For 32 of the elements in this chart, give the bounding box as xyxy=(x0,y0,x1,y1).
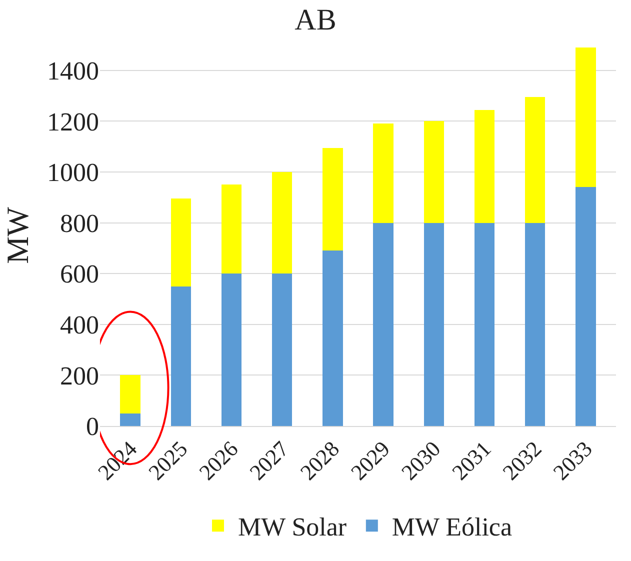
y-tick-label: 1400 xyxy=(47,56,99,86)
bar xyxy=(524,97,546,223)
bar xyxy=(272,172,292,274)
bar xyxy=(272,274,292,426)
bar xyxy=(576,48,596,188)
bar xyxy=(373,222,394,426)
y-tick-label: 400 xyxy=(60,310,99,340)
y-tick-label: 800 xyxy=(60,208,99,238)
y-tick-label: 200 xyxy=(60,361,99,390)
y-tick-label: 1000 xyxy=(47,158,99,188)
y-tick-label: 600 xyxy=(60,260,99,289)
bar xyxy=(120,375,140,414)
bar xyxy=(170,198,192,286)
bar xyxy=(322,148,343,251)
legend-label: MW Eólica xyxy=(392,512,512,542)
bar xyxy=(474,110,495,223)
bar xyxy=(120,413,140,426)
bar xyxy=(373,124,394,223)
bar xyxy=(221,274,242,426)
y-tick-label: 0 xyxy=(86,412,99,442)
y-axis-title: MW xyxy=(0,206,35,264)
bar xyxy=(474,222,495,426)
bar xyxy=(576,187,596,426)
bar xyxy=(322,250,343,426)
legend-label: MW Solar xyxy=(238,512,347,542)
bar xyxy=(524,222,546,426)
chart-title: AB xyxy=(294,3,336,36)
bar xyxy=(221,184,242,274)
bar xyxy=(170,286,192,426)
bar xyxy=(424,222,444,426)
y-tick-label: 1200 xyxy=(47,107,99,136)
bar xyxy=(424,121,444,223)
